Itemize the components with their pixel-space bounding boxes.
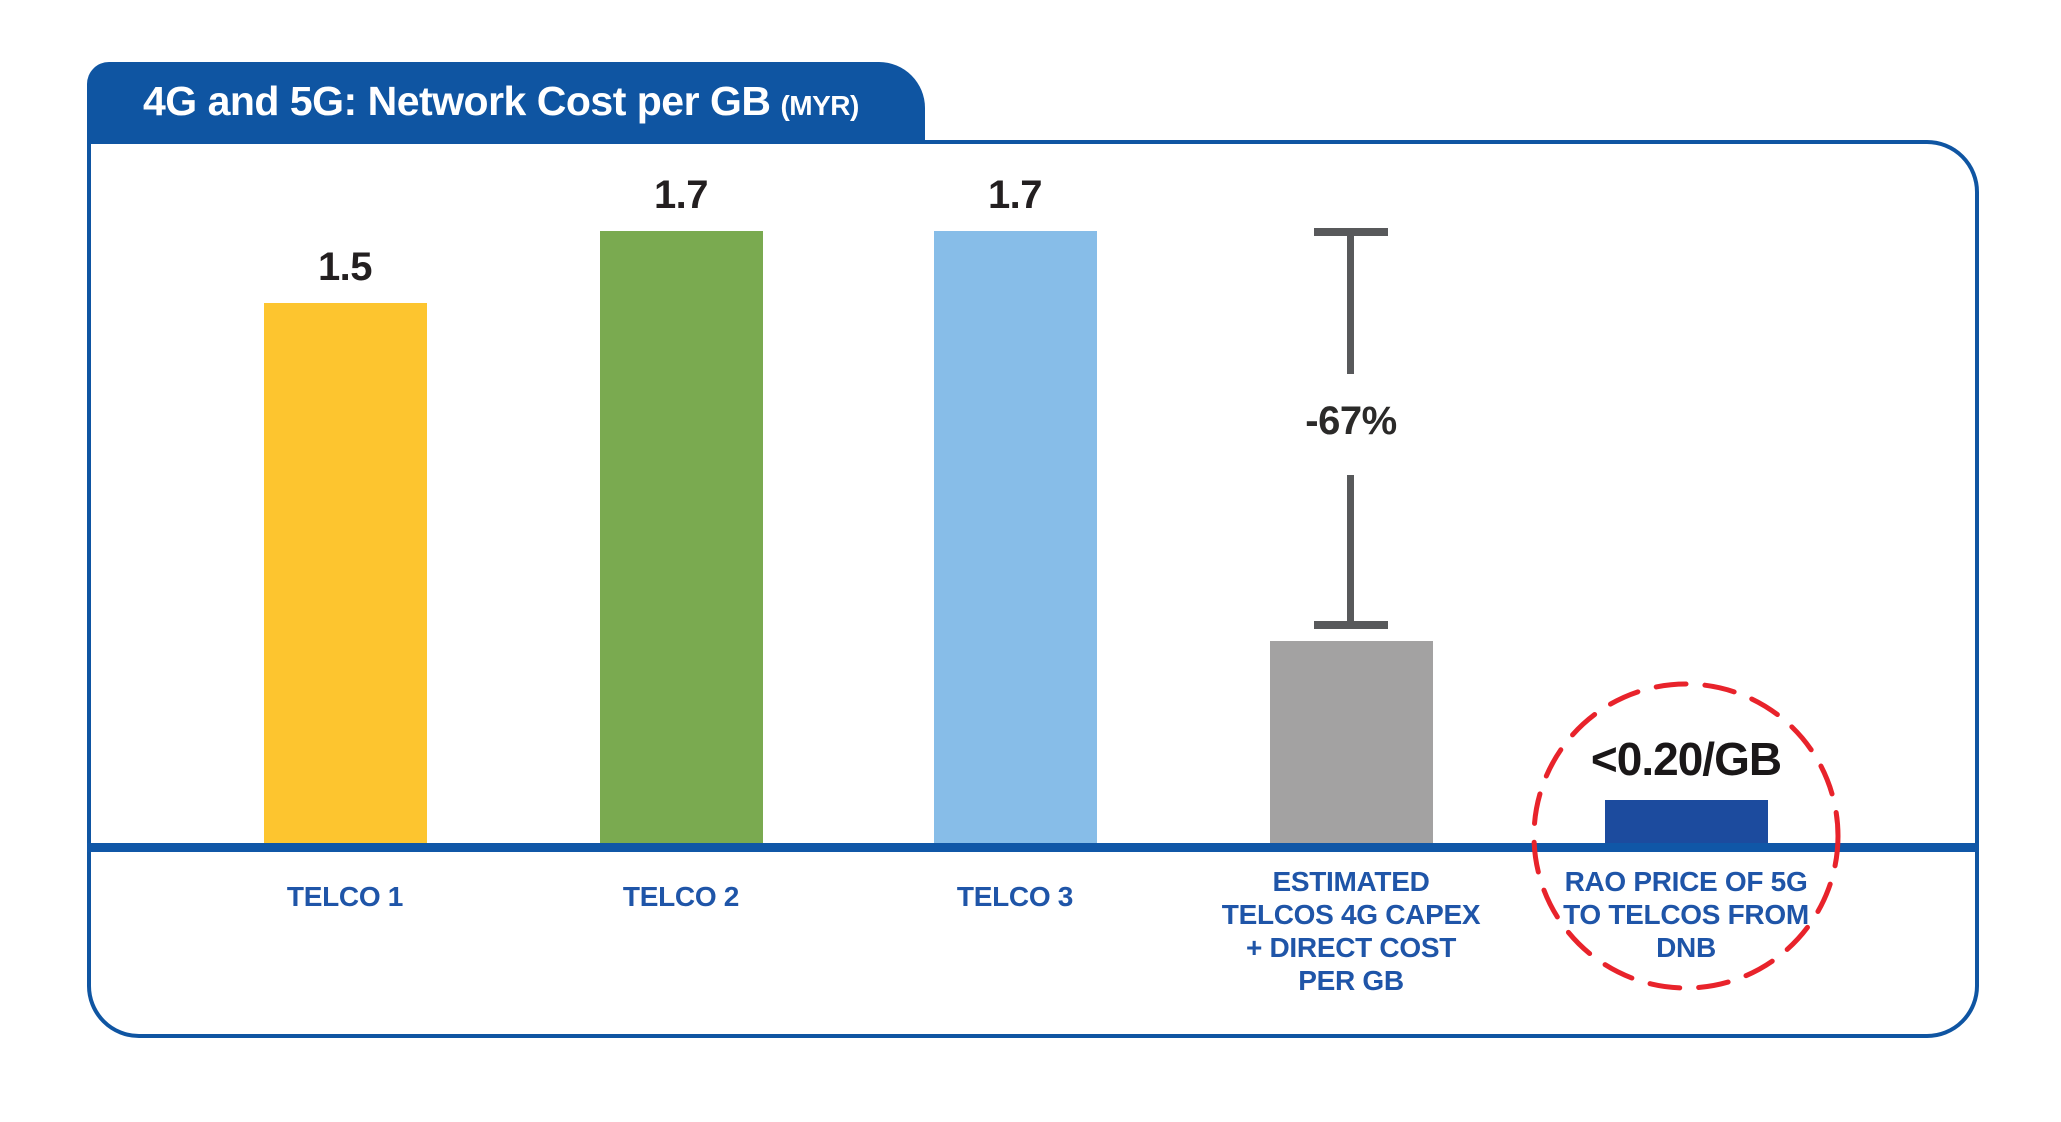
bracket-lower-line [1347, 475, 1354, 621]
chart-title-unit: (MYR) [780, 90, 859, 121]
bracket-label: -67% [1305, 399, 1397, 443]
category-label-telco-3: TELCO 3 [956, 881, 1074, 912]
chart-title: 4G and 5G: Network Cost per GB [143, 78, 771, 124]
category-label-estimated-telcos-4g-capex-direct-cost-per-gb: ESTIMATED TELCOS 4G CAPEX + DIRECT COST PER… [1221, 866, 1481, 996]
highlight-dashed-circle [1528, 678, 1844, 994]
category-label-telco-2: TELCO 2 [622, 881, 740, 912]
price-callout-label-rao-price-of-5g-to-telcos-from-dnb: <0.20/GB [1590, 733, 1782, 785]
bar-telco-1 [263, 303, 427, 849]
bar-value-label-telco-2: 1.7 [653, 173, 709, 217]
bar-rao-price-of-5g-to-telcos-from-dnb [1604, 800, 1768, 849]
bracket-upper-line [1347, 236, 1354, 374]
category-label-rao-price-of-5g-to-telcos-from-dnb: RAO PRICE OF 5G TO TELCOS FROM DNB [1563, 866, 1809, 963]
category-label-telco-1: TELCO 1 [286, 881, 404, 912]
bar-value-label-telco-3: 1.7 [987, 173, 1043, 217]
bracket-bottom-cap [1314, 621, 1388, 629]
bar-telco-3 [933, 231, 1097, 849]
bar-telco-2 [599, 231, 763, 849]
chart-title-tab: 4G and 5G: Network Cost per GB (MYR) [87, 62, 925, 140]
x-axis-baseline [87, 843, 1979, 852]
bar-estimated-telcos-4g-capex-direct-cost-per-gb [1269, 641, 1433, 849]
bracket-top-cap [1314, 228, 1388, 236]
bar-value-label-telco-1: 1.5 [317, 245, 373, 289]
